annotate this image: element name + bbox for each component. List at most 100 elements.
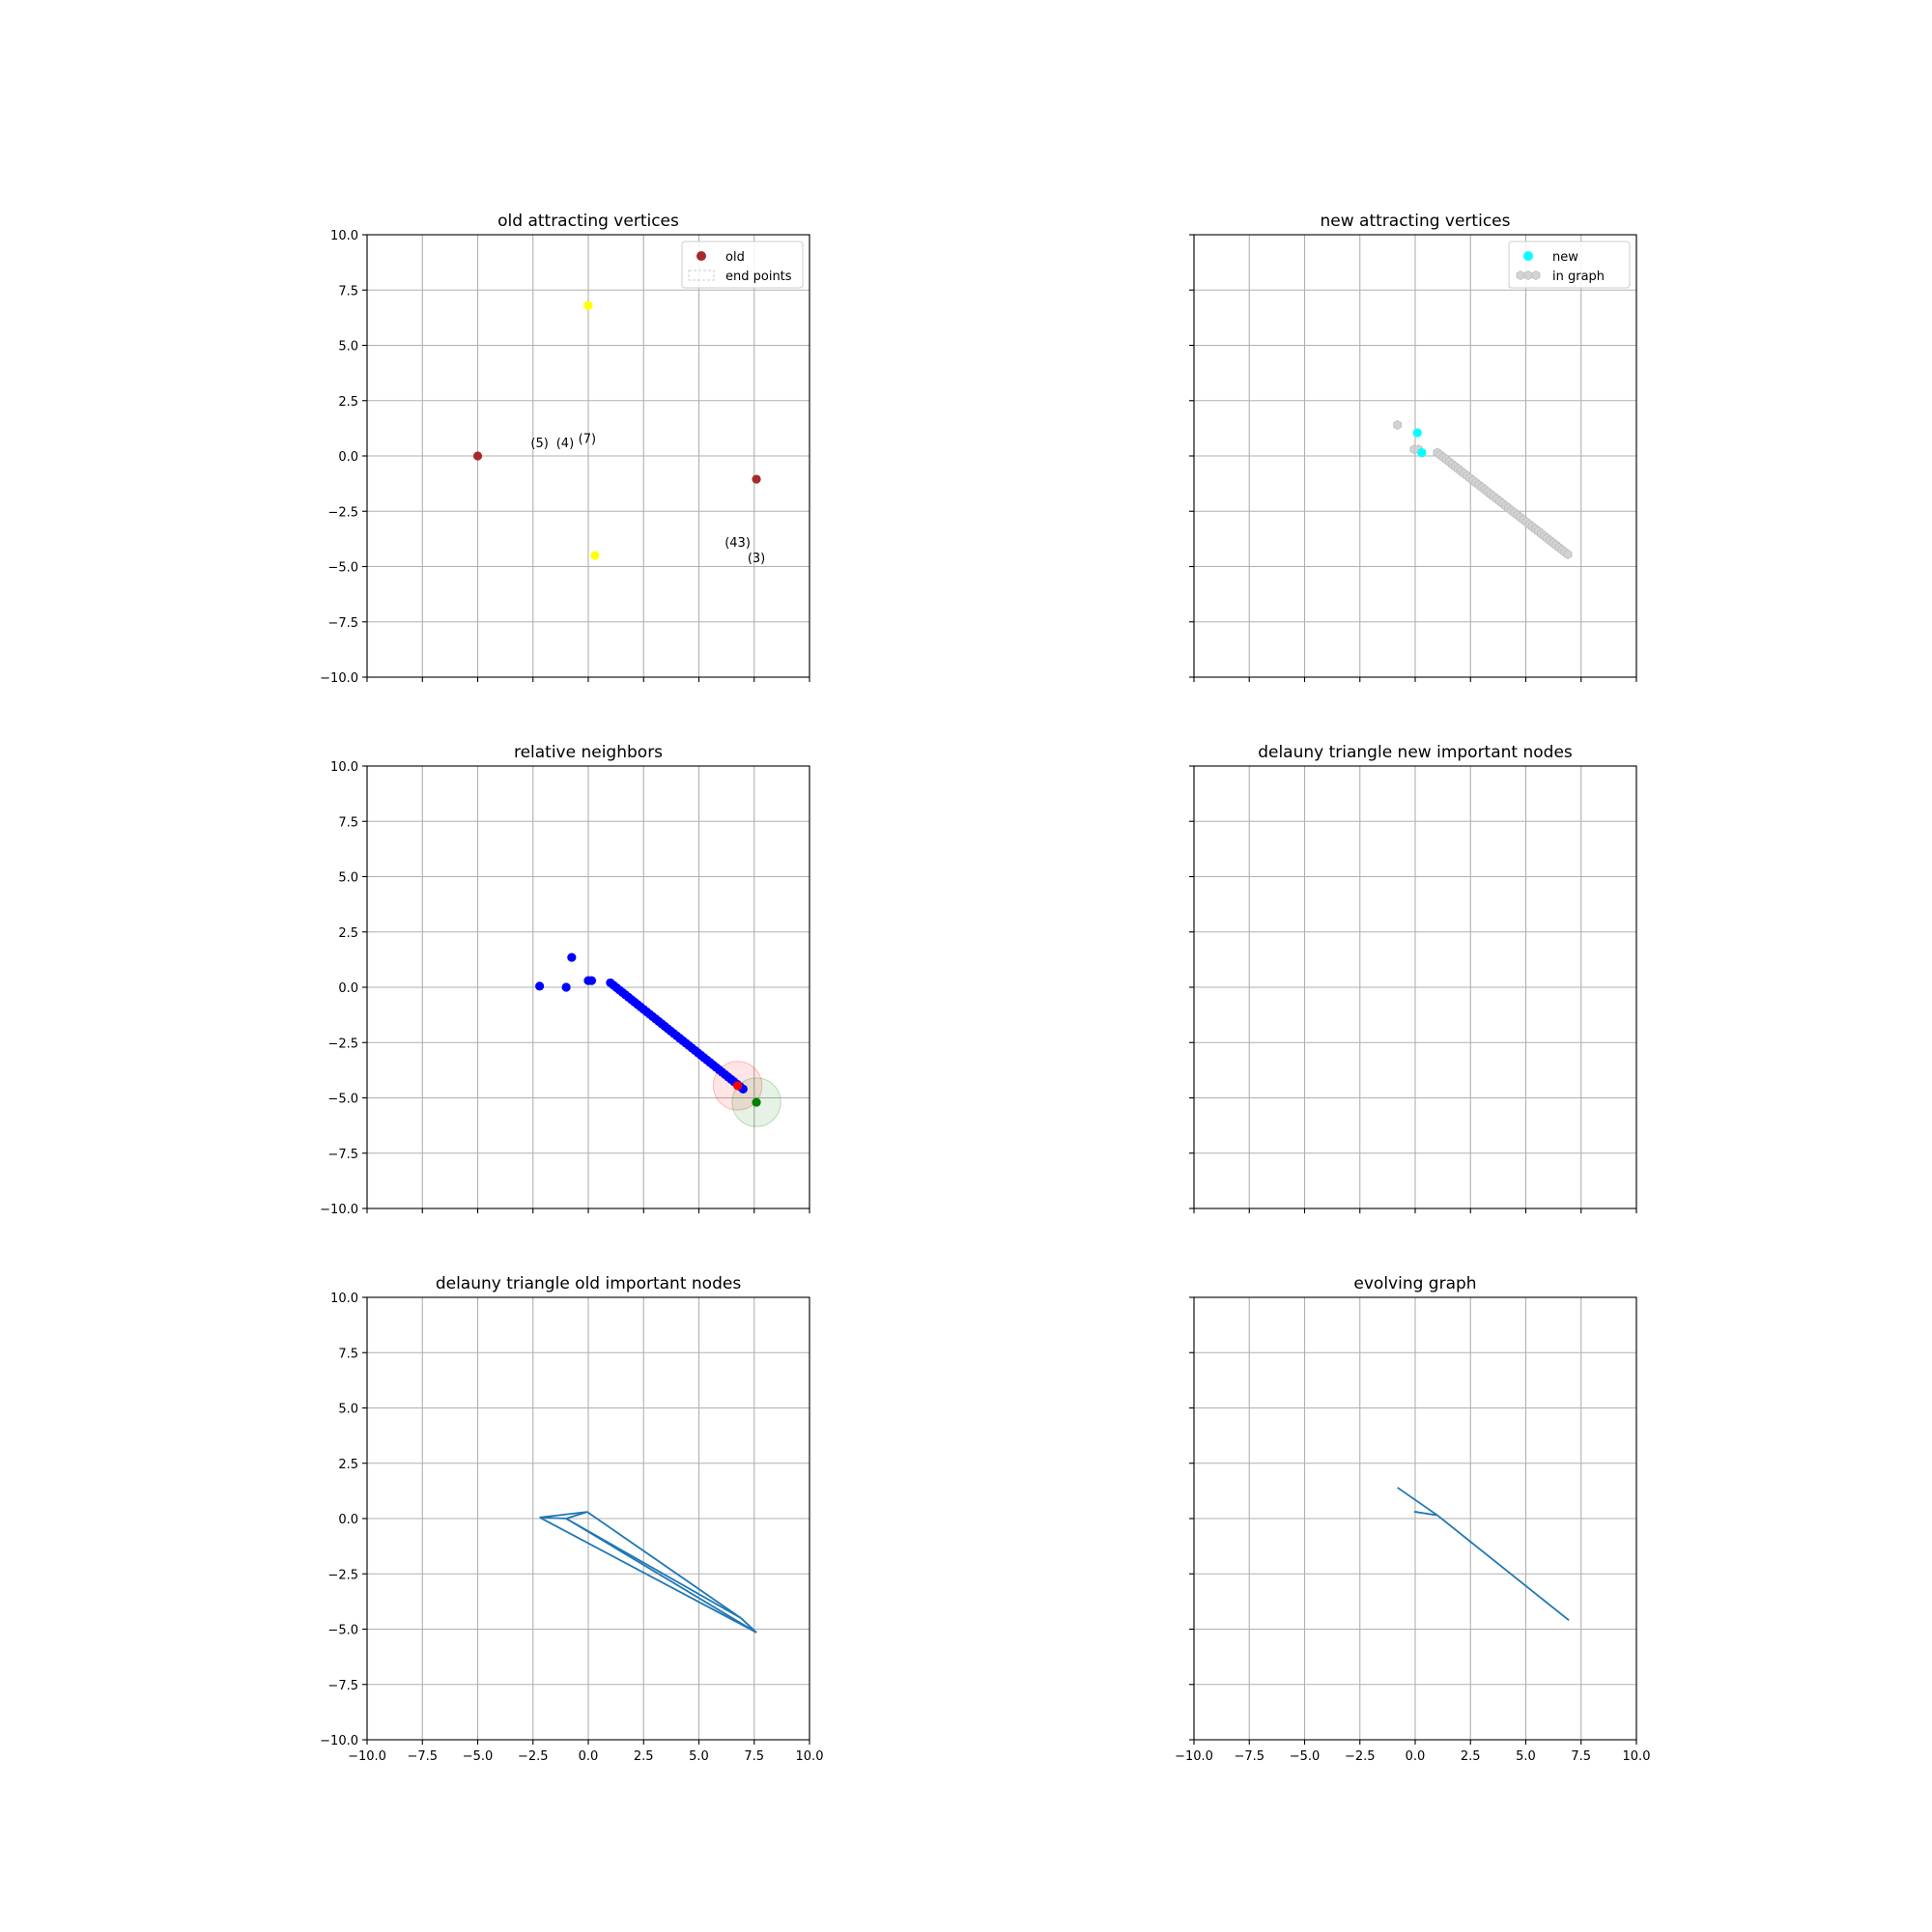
y-tick-label: 7.5 [338, 1347, 358, 1361]
x-tick-label: 2.5 [1461, 1749, 1481, 1764]
y-tick-label: −7.5 [327, 1148, 358, 1162]
graph-edge [539, 1517, 757, 1634]
graph-edge [565, 1518, 757, 1634]
y-tick-label: −2.5 [327, 1037, 358, 1051]
x-tick-label: −7.5 [407, 1749, 438, 1764]
subplot-2: new attracting vertices new in graph [1189, 212, 1637, 682]
subplot-4: delauny triangle new important nodes [1189, 743, 1637, 1213]
point-marker [1563, 549, 1573, 559]
subplot-title: new attracting vertices [1321, 212, 1511, 231]
point-marker [535, 981, 545, 991]
y-tick-label: −10.0 [320, 1734, 358, 1748]
graph-edge [539, 1511, 587, 1519]
y-tick-label: 2.5 [338, 395, 358, 410]
legend-box [681, 241, 804, 289]
y-tick-label: −10.0 [320, 1203, 358, 1217]
subplot-title: old attracting vertices [497, 212, 679, 231]
x-tick-label: −10.0 [348, 1749, 386, 1764]
point-marker [752, 474, 761, 484]
x-tick-label: 0.0 [1406, 1749, 1426, 1764]
legend: new in graph [1508, 241, 1631, 289]
y-tick-label: 5.0 [338, 871, 358, 886]
x-tick-label: 5.0 [1516, 1749, 1536, 1764]
legend-marker [1523, 270, 1533, 281]
y-tick-label: 2.5 [338, 1458, 358, 1472]
y-tick-label: −5.0 [327, 1093, 358, 1107]
point-marker [567, 952, 577, 962]
legend-marker [1523, 251, 1533, 261]
legend-marker [696, 251, 706, 261]
point-marker [561, 982, 571, 992]
x-tick-label: 7.5 [744, 1749, 764, 1764]
point-marker [472, 451, 483, 461]
x-tick-label: 2.5 [634, 1749, 654, 1764]
y-tick-label: 0.0 [338, 1513, 358, 1527]
count-annotation: (43) [724, 536, 751, 551]
y-tick-label: −10.0 [320, 671, 358, 686]
axes-frame [1193, 1296, 1637, 1741]
axes-frame [366, 1296, 810, 1741]
legend: old end points [681, 241, 804, 289]
subplot-title: delauny triangle new important nodes [1258, 743, 1573, 762]
x-tick-label: 10.0 [796, 1749, 824, 1764]
y-tick-label: 5.0 [338, 340, 358, 355]
subplot-5: −10.0−10.0 −7.5 −7.5 −5.0 −5.0 −2.5 −2.5 0.0 0.0… [320, 1274, 823, 1764]
axes-frame [366, 234, 810, 678]
graph-edge [539, 1516, 567, 1520]
y-tick-label: 10.0 [330, 229, 358, 243]
axes-frame [366, 765, 810, 1209]
y-tick-label: 0.0 [338, 981, 358, 996]
x-tick-label: −7.5 [1234, 1749, 1264, 1764]
x-tick-label: 5.0 [689, 1749, 709, 1764]
point-marker [586, 976, 597, 985]
y-tick-label: 7.5 [338, 815, 358, 830]
x-tick-label: −5.0 [1290, 1749, 1321, 1764]
axes-frame [1193, 234, 1637, 678]
y-tick-label: −2.5 [327, 1568, 358, 1582]
x-tick-label: 10.0 [1623, 1749, 1651, 1764]
subplot-title: evolving graph [1353, 1274, 1476, 1293]
graph-edge [1436, 1514, 1570, 1622]
y-tick-label: −7.5 [327, 1679, 358, 1693]
y-tick-label: 5.0 [338, 1403, 358, 1417]
subplot-3: −10.0 −7.5 −5.0 −2.5 0.0 2.5 5.0 7.5 10.0 relativ… [320, 743, 810, 1217]
y-tick-label: 2.5 [338, 926, 358, 941]
subplot-title: delauny triangle old important nodes [436, 1274, 741, 1293]
legend-marker [1516, 270, 1525, 281]
count-annotation: (4) [556, 437, 574, 451]
legend-label: new [1552, 250, 1578, 265]
count-annotation: (7) [579, 432, 596, 446]
count-annotation: (5) [530, 437, 548, 451]
y-tick-label: −7.5 [327, 616, 358, 631]
x-tick-label: −2.5 [1345, 1749, 1376, 1764]
point-marker [583, 300, 593, 310]
subplot-6: −10.0 −7.5 −5.0 −2.5 0.0 2.5 5.0 7.5 10.0 evolvin… [1175, 1274, 1650, 1764]
legend-marker [1531, 270, 1541, 281]
point-marker [1417, 447, 1427, 458]
point-marker [590, 551, 600, 560]
subplot-title: relative neighbors [514, 743, 663, 762]
y-tick-label: 0.0 [338, 450, 358, 465]
y-tick-label: 10.0 [330, 760, 358, 775]
y-tick-label: −5.0 [327, 1624, 358, 1638]
y-tick-label: 10.0 [330, 1292, 358, 1306]
point-marker [732, 1081, 743, 1091]
legend-label: end points [725, 270, 792, 284]
x-tick-label: 0.0 [579, 1749, 599, 1764]
legend-label: old [725, 250, 745, 265]
x-tick-label: −10.0 [1175, 1749, 1213, 1764]
y-tick-label: −2.5 [327, 505, 358, 520]
graph-edge [586, 1511, 742, 1619]
graph-edge [565, 1511, 588, 1520]
y-tick-label: −5.0 [327, 561, 358, 576]
x-tick-label: −5.0 [463, 1749, 494, 1764]
subplot-1: −10.0 −7.5 −5.0 −2.5 0.0 2.5 5.0 7.5 10.0 old att… [320, 212, 810, 686]
axes-frame [1193, 765, 1637, 1209]
x-tick-label: −2.5 [518, 1749, 549, 1764]
count-annotation: (3) [748, 552, 765, 566]
graph-edge [1397, 1487, 1438, 1517]
point-marker [752, 1097, 761, 1107]
point-marker [1412, 428, 1422, 438]
legend-label: in graph [1552, 270, 1605, 284]
